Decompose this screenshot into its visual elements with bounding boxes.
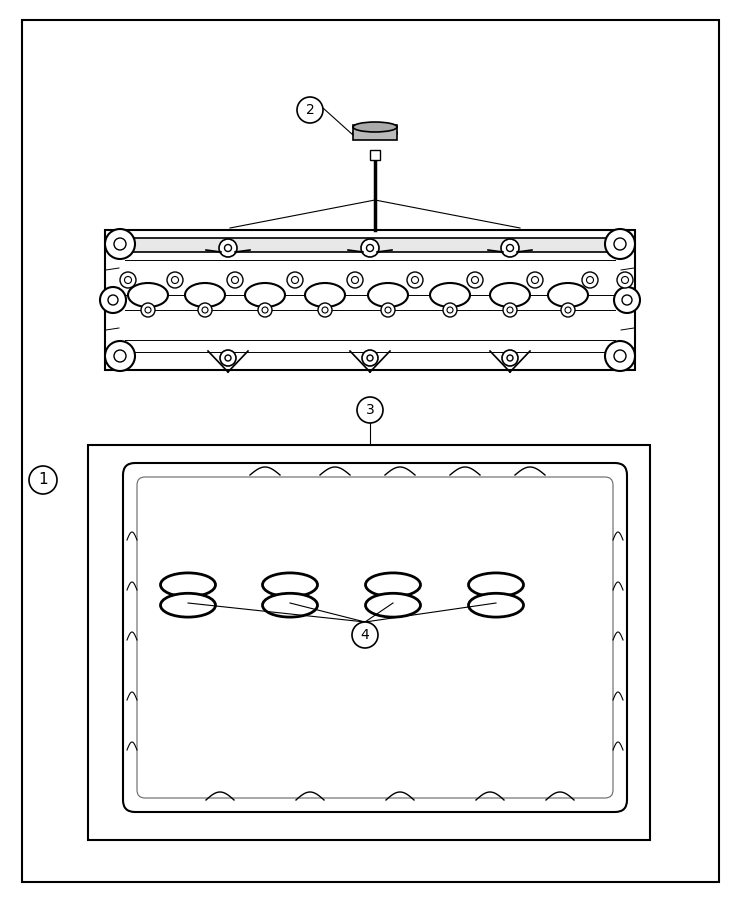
Ellipse shape <box>245 283 285 307</box>
Circle shape <box>105 341 135 371</box>
Circle shape <box>503 303 517 317</box>
Circle shape <box>202 307 208 313</box>
Circle shape <box>527 272 543 288</box>
Circle shape <box>322 307 328 313</box>
Ellipse shape <box>468 573 523 597</box>
Circle shape <box>145 307 151 313</box>
Circle shape <box>447 307 453 313</box>
Circle shape <box>357 397 383 423</box>
Circle shape <box>105 229 135 259</box>
Ellipse shape <box>262 593 317 617</box>
Ellipse shape <box>548 283 588 307</box>
Circle shape <box>297 97 323 123</box>
Ellipse shape <box>262 573 317 597</box>
Circle shape <box>287 272 303 288</box>
Circle shape <box>605 229 635 259</box>
Bar <box>105 230 635 370</box>
Ellipse shape <box>185 283 225 307</box>
Circle shape <box>622 276 628 284</box>
Ellipse shape <box>161 573 216 597</box>
Text: 1: 1 <box>39 472 48 488</box>
Circle shape <box>225 355 231 361</box>
Circle shape <box>362 350 378 366</box>
Circle shape <box>501 239 519 257</box>
Circle shape <box>617 272 633 288</box>
Ellipse shape <box>353 122 397 132</box>
Circle shape <box>347 272 363 288</box>
Circle shape <box>605 341 635 371</box>
Ellipse shape <box>368 283 408 307</box>
Ellipse shape <box>490 283 530 307</box>
Ellipse shape <box>353 127 397 139</box>
Bar <box>120 238 620 252</box>
Circle shape <box>411 276 419 284</box>
Circle shape <box>167 272 183 288</box>
Circle shape <box>198 303 212 317</box>
Ellipse shape <box>161 593 216 617</box>
Circle shape <box>120 272 136 288</box>
Ellipse shape <box>468 593 523 617</box>
Circle shape <box>227 272 243 288</box>
Circle shape <box>443 303 457 317</box>
Circle shape <box>219 239 237 257</box>
Text: 3: 3 <box>365 403 374 417</box>
Circle shape <box>100 287 126 313</box>
Circle shape <box>507 355 513 361</box>
Circle shape <box>29 466 57 494</box>
Circle shape <box>291 276 299 284</box>
Circle shape <box>614 287 640 313</box>
Circle shape <box>531 276 539 284</box>
Circle shape <box>586 276 594 284</box>
Bar <box>88 445 650 840</box>
Circle shape <box>361 239 379 257</box>
Circle shape <box>124 276 131 284</box>
Circle shape <box>262 307 268 313</box>
Circle shape <box>614 238 626 250</box>
Circle shape <box>565 307 571 313</box>
Ellipse shape <box>365 593 420 617</box>
Circle shape <box>108 295 118 305</box>
Circle shape <box>171 276 179 284</box>
Circle shape <box>467 272 483 288</box>
FancyBboxPatch shape <box>137 477 613 798</box>
Circle shape <box>381 303 395 317</box>
Circle shape <box>582 272 598 288</box>
Circle shape <box>114 350 126 362</box>
Circle shape <box>225 245 231 251</box>
FancyBboxPatch shape <box>123 463 627 812</box>
Circle shape <box>502 350 518 366</box>
Circle shape <box>622 295 632 305</box>
Circle shape <box>367 245 373 251</box>
Circle shape <box>367 355 373 361</box>
Text: 2: 2 <box>305 103 314 117</box>
Circle shape <box>507 245 514 251</box>
Text: 4: 4 <box>361 628 369 642</box>
Ellipse shape <box>430 283 470 307</box>
Circle shape <box>231 276 239 284</box>
Circle shape <box>114 238 126 250</box>
Circle shape <box>318 303 332 317</box>
Circle shape <box>351 276 359 284</box>
Circle shape <box>561 303 575 317</box>
Bar <box>353 125 397 140</box>
Bar <box>370 150 380 160</box>
Circle shape <box>352 622 378 648</box>
Circle shape <box>385 307 391 313</box>
Ellipse shape <box>365 573 420 597</box>
Circle shape <box>507 307 513 313</box>
Circle shape <box>258 303 272 317</box>
Circle shape <box>141 303 155 317</box>
Circle shape <box>407 272 423 288</box>
Ellipse shape <box>305 283 345 307</box>
Circle shape <box>220 350 236 366</box>
Circle shape <box>614 350 626 362</box>
Circle shape <box>471 276 479 284</box>
Ellipse shape <box>128 283 168 307</box>
